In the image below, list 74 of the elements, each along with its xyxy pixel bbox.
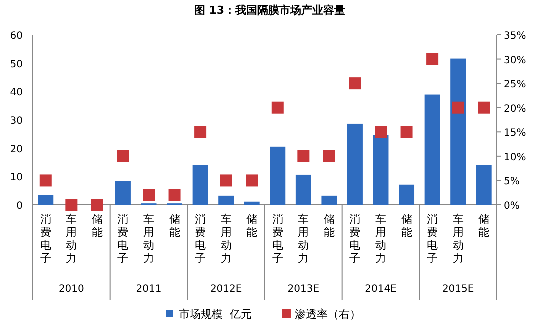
x-tick-label: 储能 — [92, 213, 103, 239]
x-tick-label: 储能 — [169, 213, 180, 239]
legend-label: 渗透率（右） — [295, 308, 361, 321]
y-tick-label: 40 — [10, 88, 23, 99]
x-tick-label: 储能 — [478, 213, 490, 239]
bar — [115, 181, 131, 205]
text: 2012E — [210, 284, 242, 295]
bar — [38, 195, 54, 205]
bar — [244, 202, 260, 205]
point — [375, 126, 387, 138]
bar — [347, 124, 363, 205]
text: 2013E — [288, 284, 320, 295]
bar — [322, 196, 338, 205]
point — [246, 174, 258, 187]
point — [478, 102, 490, 114]
bar — [218, 196, 234, 205]
x-tick-label: 消费电子 — [195, 213, 206, 265]
y2-tick-label: 5% — [504, 176, 520, 188]
point — [220, 174, 232, 187]
y-tick-label: 10 — [10, 172, 23, 184]
point — [349, 78, 362, 90]
bar — [399, 184, 415, 205]
x-tick-label: 车用动力 — [452, 213, 464, 265]
text: 2014E — [365, 284, 397, 295]
x-tick-label: 车用动力 — [220, 213, 232, 265]
x-tick-label: 消费电子 — [427, 213, 438, 265]
y-tick-label: 30 — [10, 116, 23, 127]
chart-title: 图 13：我国隔膜市场产业容量 — [194, 4, 346, 17]
bar — [476, 165, 492, 205]
point — [117, 150, 130, 162]
point — [426, 53, 439, 66]
point — [66, 199, 78, 211]
bar — [296, 174, 312, 205]
y2-tick-label: 25% — [504, 80, 526, 91]
point — [91, 199, 104, 211]
point — [298, 150, 310, 162]
x-tick-label: 储能 — [324, 213, 335, 239]
x-tick-label: 车用动力 — [144, 213, 154, 265]
text: 2011 — [136, 284, 162, 295]
x-tick-label: 储能 — [246, 213, 258, 239]
x-tick-label: 消费电子 — [272, 213, 284, 265]
bar — [270, 146, 286, 205]
x-tick-label: 消费电子 — [350, 213, 361, 265]
bar — [424, 94, 440, 205]
x-tick-label: 车用动力 — [376, 213, 386, 265]
bar — [450, 58, 466, 205]
x-tick-label: 消费电子 — [40, 213, 52, 265]
point — [272, 102, 284, 114]
point — [323, 150, 336, 162]
bar — [192, 165, 208, 205]
point — [452, 102, 464, 114]
y2-tick-label: 35% — [504, 31, 526, 42]
y2-tick-label: 10% — [504, 152, 526, 164]
y2-tick-label: 30% — [504, 55, 526, 66]
y-tick-label: 0 — [16, 201, 23, 212]
point — [400, 126, 413, 138]
point — [143, 189, 155, 202]
text: 2015E — [442, 284, 474, 295]
legend-label: 市场规模 亿元 — [179, 308, 252, 321]
point — [194, 126, 207, 138]
text: 2010 — [58, 284, 84, 295]
bar — [373, 135, 389, 205]
y-tick-label: 60 — [10, 31, 23, 42]
y2-tick-label: 0% — [504, 201, 520, 212]
y2-tick-label: 15% — [504, 128, 526, 140]
x-tick-label: 储能 — [401, 213, 412, 239]
y-tick-label: 20 — [10, 144, 23, 156]
x-tick-label: 车用动力 — [66, 213, 78, 265]
point — [40, 174, 52, 187]
y-tick-label: 50 — [10, 59, 23, 70]
x-tick-label: 车用动力 — [298, 213, 310, 265]
x-tick-label: 消费电子 — [118, 213, 129, 265]
point — [168, 189, 181, 202]
y2-tick-label: 20% — [504, 104, 526, 115]
